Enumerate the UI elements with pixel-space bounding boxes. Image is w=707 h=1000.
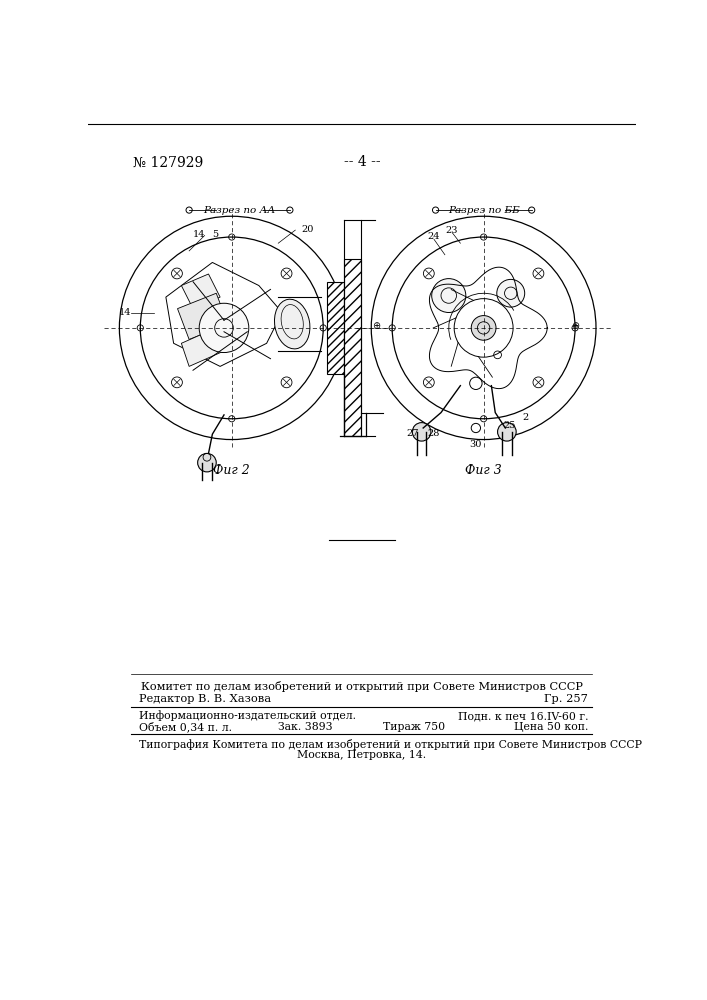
Polygon shape (177, 293, 228, 339)
Text: Информационно-издательский отдел.: Информационно-издательский отдел. (139, 711, 356, 721)
Bar (344, 397, 352, 436)
Circle shape (472, 316, 496, 340)
Text: Зак. 3893: Зак. 3893 (279, 722, 333, 732)
Circle shape (199, 303, 249, 353)
Text: 27: 27 (406, 429, 419, 438)
Circle shape (472, 423, 481, 433)
Circle shape (497, 279, 525, 307)
Text: ⊕: ⊕ (373, 321, 381, 331)
Text: 14: 14 (119, 308, 131, 317)
Bar (327, 282, 344, 374)
Text: Фиг 2: Фиг 2 (214, 464, 250, 477)
Text: 5: 5 (212, 230, 218, 239)
Text: 28: 28 (428, 429, 440, 438)
Polygon shape (182, 328, 224, 366)
Text: Разрез по АА: Разрез по АА (204, 206, 276, 215)
Bar (344, 259, 361, 436)
Polygon shape (182, 274, 220, 309)
Text: Подн. к печ 16.IV-60 г.: Подн. к печ 16.IV-60 г. (457, 711, 588, 721)
Text: Москва, Петровка, 14.: Москва, Петровка, 14. (298, 750, 426, 760)
Text: -- 4 --: -- 4 -- (344, 155, 380, 169)
Text: Фиг 3: Фиг 3 (465, 464, 502, 477)
Text: № 127929: № 127929 (134, 155, 204, 169)
Text: 25: 25 (503, 421, 515, 430)
Ellipse shape (274, 299, 310, 349)
Circle shape (498, 423, 516, 441)
Text: 2: 2 (522, 413, 529, 422)
Text: Тираж 750: Тираж 750 (383, 722, 445, 732)
Text: 24: 24 (427, 232, 440, 241)
Text: Разрез по ББ: Разрез по ББ (448, 206, 520, 215)
Text: Редактор В. В. Хазова: Редактор В. В. Хазова (139, 694, 271, 704)
Circle shape (412, 423, 431, 441)
Text: Гр. 257: Гр. 257 (544, 694, 588, 704)
Text: Цена 50 коп.: Цена 50 коп. (514, 722, 588, 732)
Text: Объем 0,34 п. л.: Объем 0,34 п. л. (139, 721, 232, 732)
Circle shape (432, 279, 466, 312)
Text: 23: 23 (445, 226, 457, 235)
Text: 30: 30 (469, 440, 482, 449)
Text: 20: 20 (301, 225, 314, 234)
Text: 14: 14 (193, 230, 206, 239)
Text: Комитет по делам изобретений и открытий при Совете Министров СССР: Комитет по делам изобретений и открытий … (141, 681, 583, 692)
Text: ⊕: ⊕ (571, 321, 579, 331)
Text: Типография Комитета по делам изобретений и открытий при Совете Министров СССР: Типография Комитета по делам изобретений… (139, 739, 642, 750)
Circle shape (198, 453, 216, 472)
